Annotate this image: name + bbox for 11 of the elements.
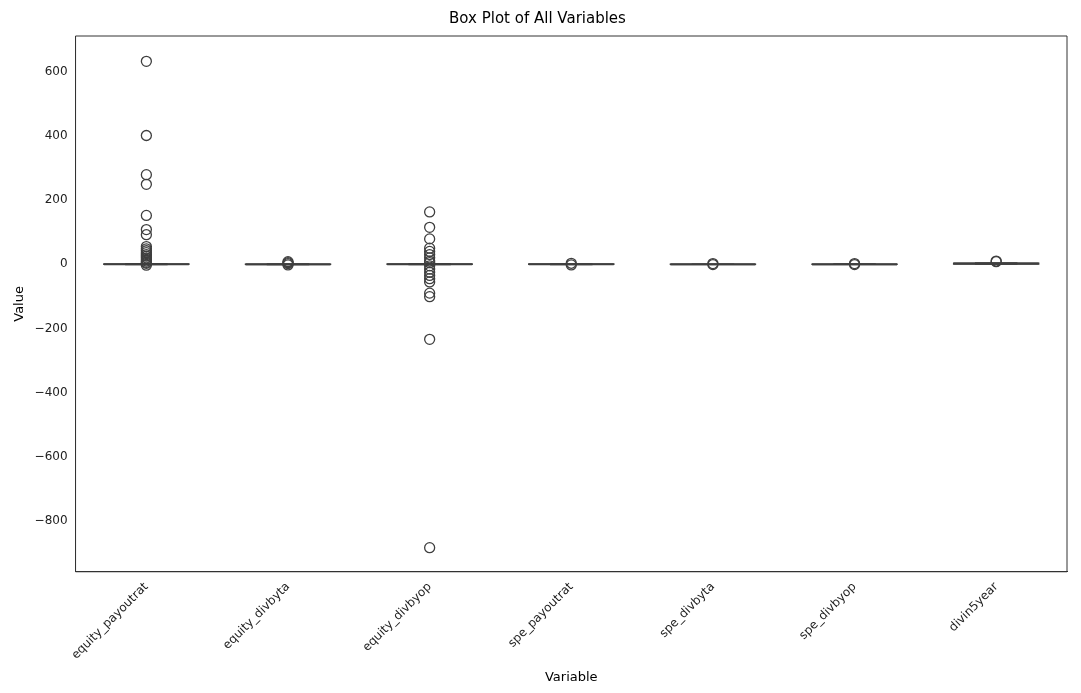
y-tick-label: −400 [34, 384, 68, 399]
x-axis-title: Variable [544, 668, 598, 684]
y-axis-title: Value [11, 286, 27, 322]
y-tick-label: −600 [34, 448, 68, 463]
y-tick-label: 400 [44, 127, 68, 142]
y-tick-label: −200 [34, 320, 68, 335]
y-tick-label: 0 [59, 256, 68, 271]
y-tick-label: 200 [44, 192, 68, 207]
y-tick-label: 600 [44, 63, 68, 78]
chart-title: Box Plot of All Variables [449, 8, 627, 27]
y-tick-label: −800 [34, 513, 68, 528]
